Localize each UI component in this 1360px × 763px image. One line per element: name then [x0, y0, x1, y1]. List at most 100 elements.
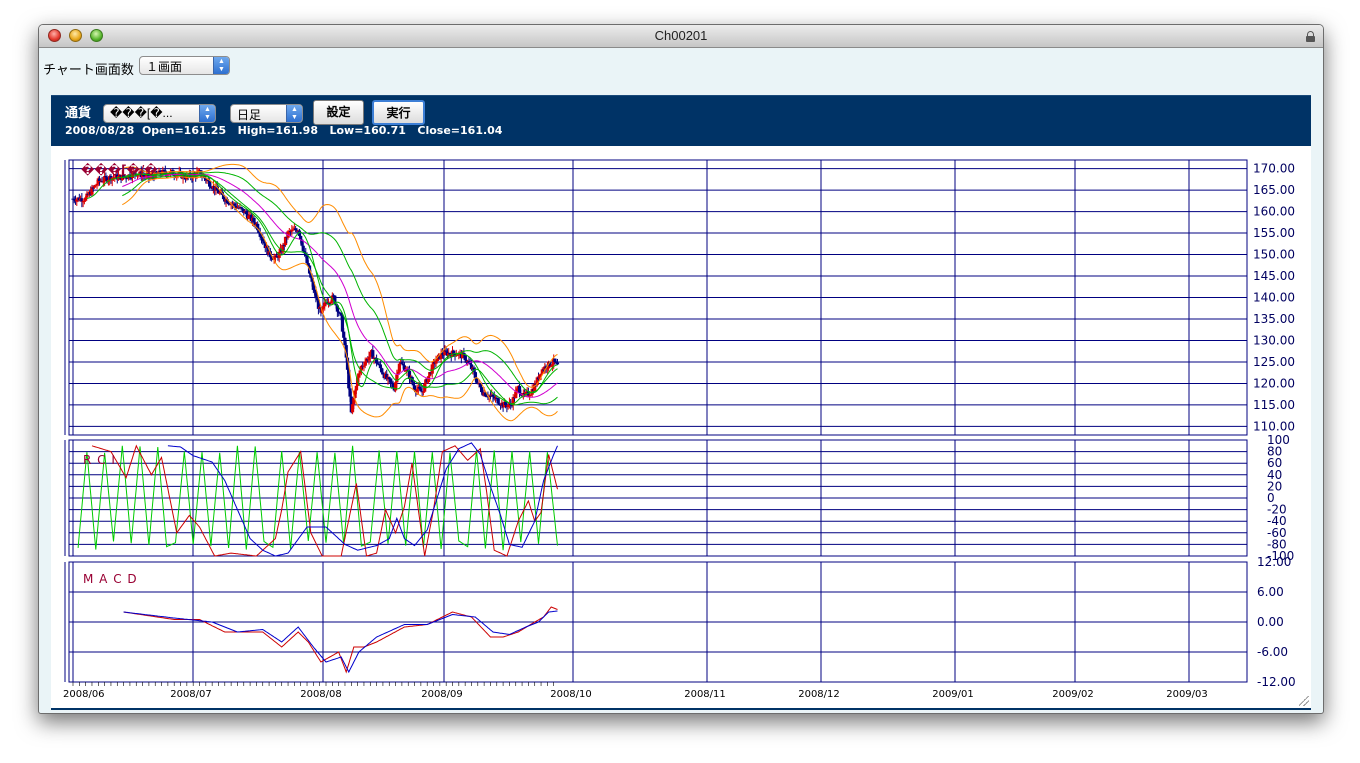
- candle-body: [315, 298, 319, 301]
- candle-body: [504, 401, 508, 406]
- candle-body: [411, 382, 415, 386]
- minimize-button[interactable]: [69, 29, 82, 42]
- candle-body: [301, 245, 305, 252]
- candle-body: [329, 301, 333, 304]
- candle-body: [168, 171, 173, 175]
- candle-body: [448, 353, 452, 355]
- candle-body: [538, 374, 542, 380]
- candle-body: [263, 243, 267, 249]
- updown-arrows-icon: ▲ ▼: [286, 105, 302, 122]
- candle-body: [533, 383, 537, 392]
- settings-button[interactable]: 設定: [313, 100, 364, 125]
- candle-body: [122, 174, 126, 178]
- candle-body: [406, 368, 410, 371]
- candle-body: [262, 241, 266, 244]
- candle-body: [216, 190, 221, 194]
- candle-body: [478, 383, 482, 388]
- price-panel-title: ���[�/�: [81, 162, 158, 177]
- candle-body: [474, 377, 479, 383]
- candle: [272, 253, 276, 264]
- rci-panel-title: R C I: [83, 453, 116, 467]
- candle-body: [412, 385, 417, 391]
- candle-body: [514, 391, 518, 399]
- candle-body: [353, 390, 357, 398]
- run-button[interactable]: 実行: [372, 100, 425, 125]
- candle: [468, 358, 472, 366]
- candle-body: [462, 352, 466, 355]
- candle-body: [395, 374, 399, 383]
- candle-body: [426, 376, 431, 383]
- candle-body: [404, 370, 408, 372]
- candle: [393, 381, 398, 393]
- candle-body: [247, 215, 251, 219]
- chart-area[interactable]: 170.00 165.00 160.00 155.00 150.00 145.00 140.…: [51, 146, 1311, 710]
- band-upper-1sd-line: [122, 171, 558, 393]
- candle-body: [515, 388, 519, 392]
- currency-select[interactable]: ���[�... ▲ ▼: [103, 104, 216, 123]
- price-tick-label: 140.00: [1253, 291, 1295, 305]
- candle-body: [300, 239, 304, 246]
- candle-body: [233, 203, 237, 206]
- x-tick-label: 2008/08: [300, 689, 342, 700]
- price-tick-label: 160.00: [1253, 205, 1295, 219]
- candle-body: [492, 396, 496, 399]
- candle: [540, 367, 544, 375]
- candle-body: [467, 361, 471, 363]
- candle-body: [434, 361, 438, 364]
- candle-body: [282, 244, 286, 246]
- price-tick-label: 110.00: [1253, 419, 1295, 433]
- candle-body: [354, 385, 358, 391]
- rci-fast-line: [77, 445, 558, 551]
- candle-body: [294, 228, 298, 231]
- candle-body: [310, 277, 314, 282]
- candle-body: [540, 369, 544, 374]
- candle-body: [528, 395, 532, 397]
- candle-body: [345, 357, 350, 370]
- candle-body: [387, 377, 391, 380]
- candle: [353, 388, 357, 399]
- price-chart[interactable]: 170.00 165.00 160.00 155.00 150.00 145.00 140.…: [51, 146, 1311, 708]
- rci-tick-label: 0: [1267, 491, 1275, 505]
- period-select[interactable]: 日足 ▲ ▼: [230, 104, 303, 123]
- candle-body: [548, 361, 552, 367]
- candle-body: [125, 178, 129, 180]
- price-tick-label: 125.00: [1253, 355, 1295, 369]
- candle-body: [440, 352, 444, 355]
- candle-body: [225, 199, 229, 204]
- candle: [368, 351, 372, 362]
- candle-body: [172, 174, 176, 176]
- candle-body: [388, 379, 393, 383]
- candle-body: [328, 302, 332, 304]
- candle-body: [90, 187, 94, 195]
- candle-body: [80, 198, 84, 202]
- candle: [376, 361, 380, 365]
- candle: [364, 357, 369, 365]
- candle-body: [130, 172, 135, 178]
- candle: [209, 183, 213, 189]
- close-button[interactable]: [48, 29, 61, 42]
- candle-body: [218, 192, 222, 194]
- resize-grip-icon[interactable]: [1299, 696, 1309, 706]
- candle-body: [419, 388, 423, 392]
- candle-body: [421, 391, 426, 393]
- zoom-button[interactable]: [90, 29, 103, 42]
- candle-body: [443, 350, 447, 356]
- candle: [443, 345, 447, 356]
- candle-body: [517, 386, 522, 394]
- title-bar[interactable]: Ch00201: [39, 25, 1323, 48]
- currency-label: 通貨: [65, 106, 92, 121]
- screens-label: チャート画面数: [43, 62, 134, 77]
- candle-body: [288, 231, 293, 233]
- candle-body: [352, 397, 356, 405]
- candle-body: [240, 208, 245, 210]
- price-tick-label: 130.00: [1253, 333, 1295, 347]
- candle-body: [252, 217, 256, 223]
- candle-body: [385, 373, 389, 380]
- candle-body: [400, 362, 404, 364]
- screens-select[interactable]: １画面 ▲ ▼: [139, 56, 230, 75]
- candle-body: [306, 263, 310, 266]
- candle-body: [337, 311, 341, 313]
- candle: [375, 354, 379, 367]
- candle: [439, 348, 443, 363]
- candle-body: [529, 394, 533, 396]
